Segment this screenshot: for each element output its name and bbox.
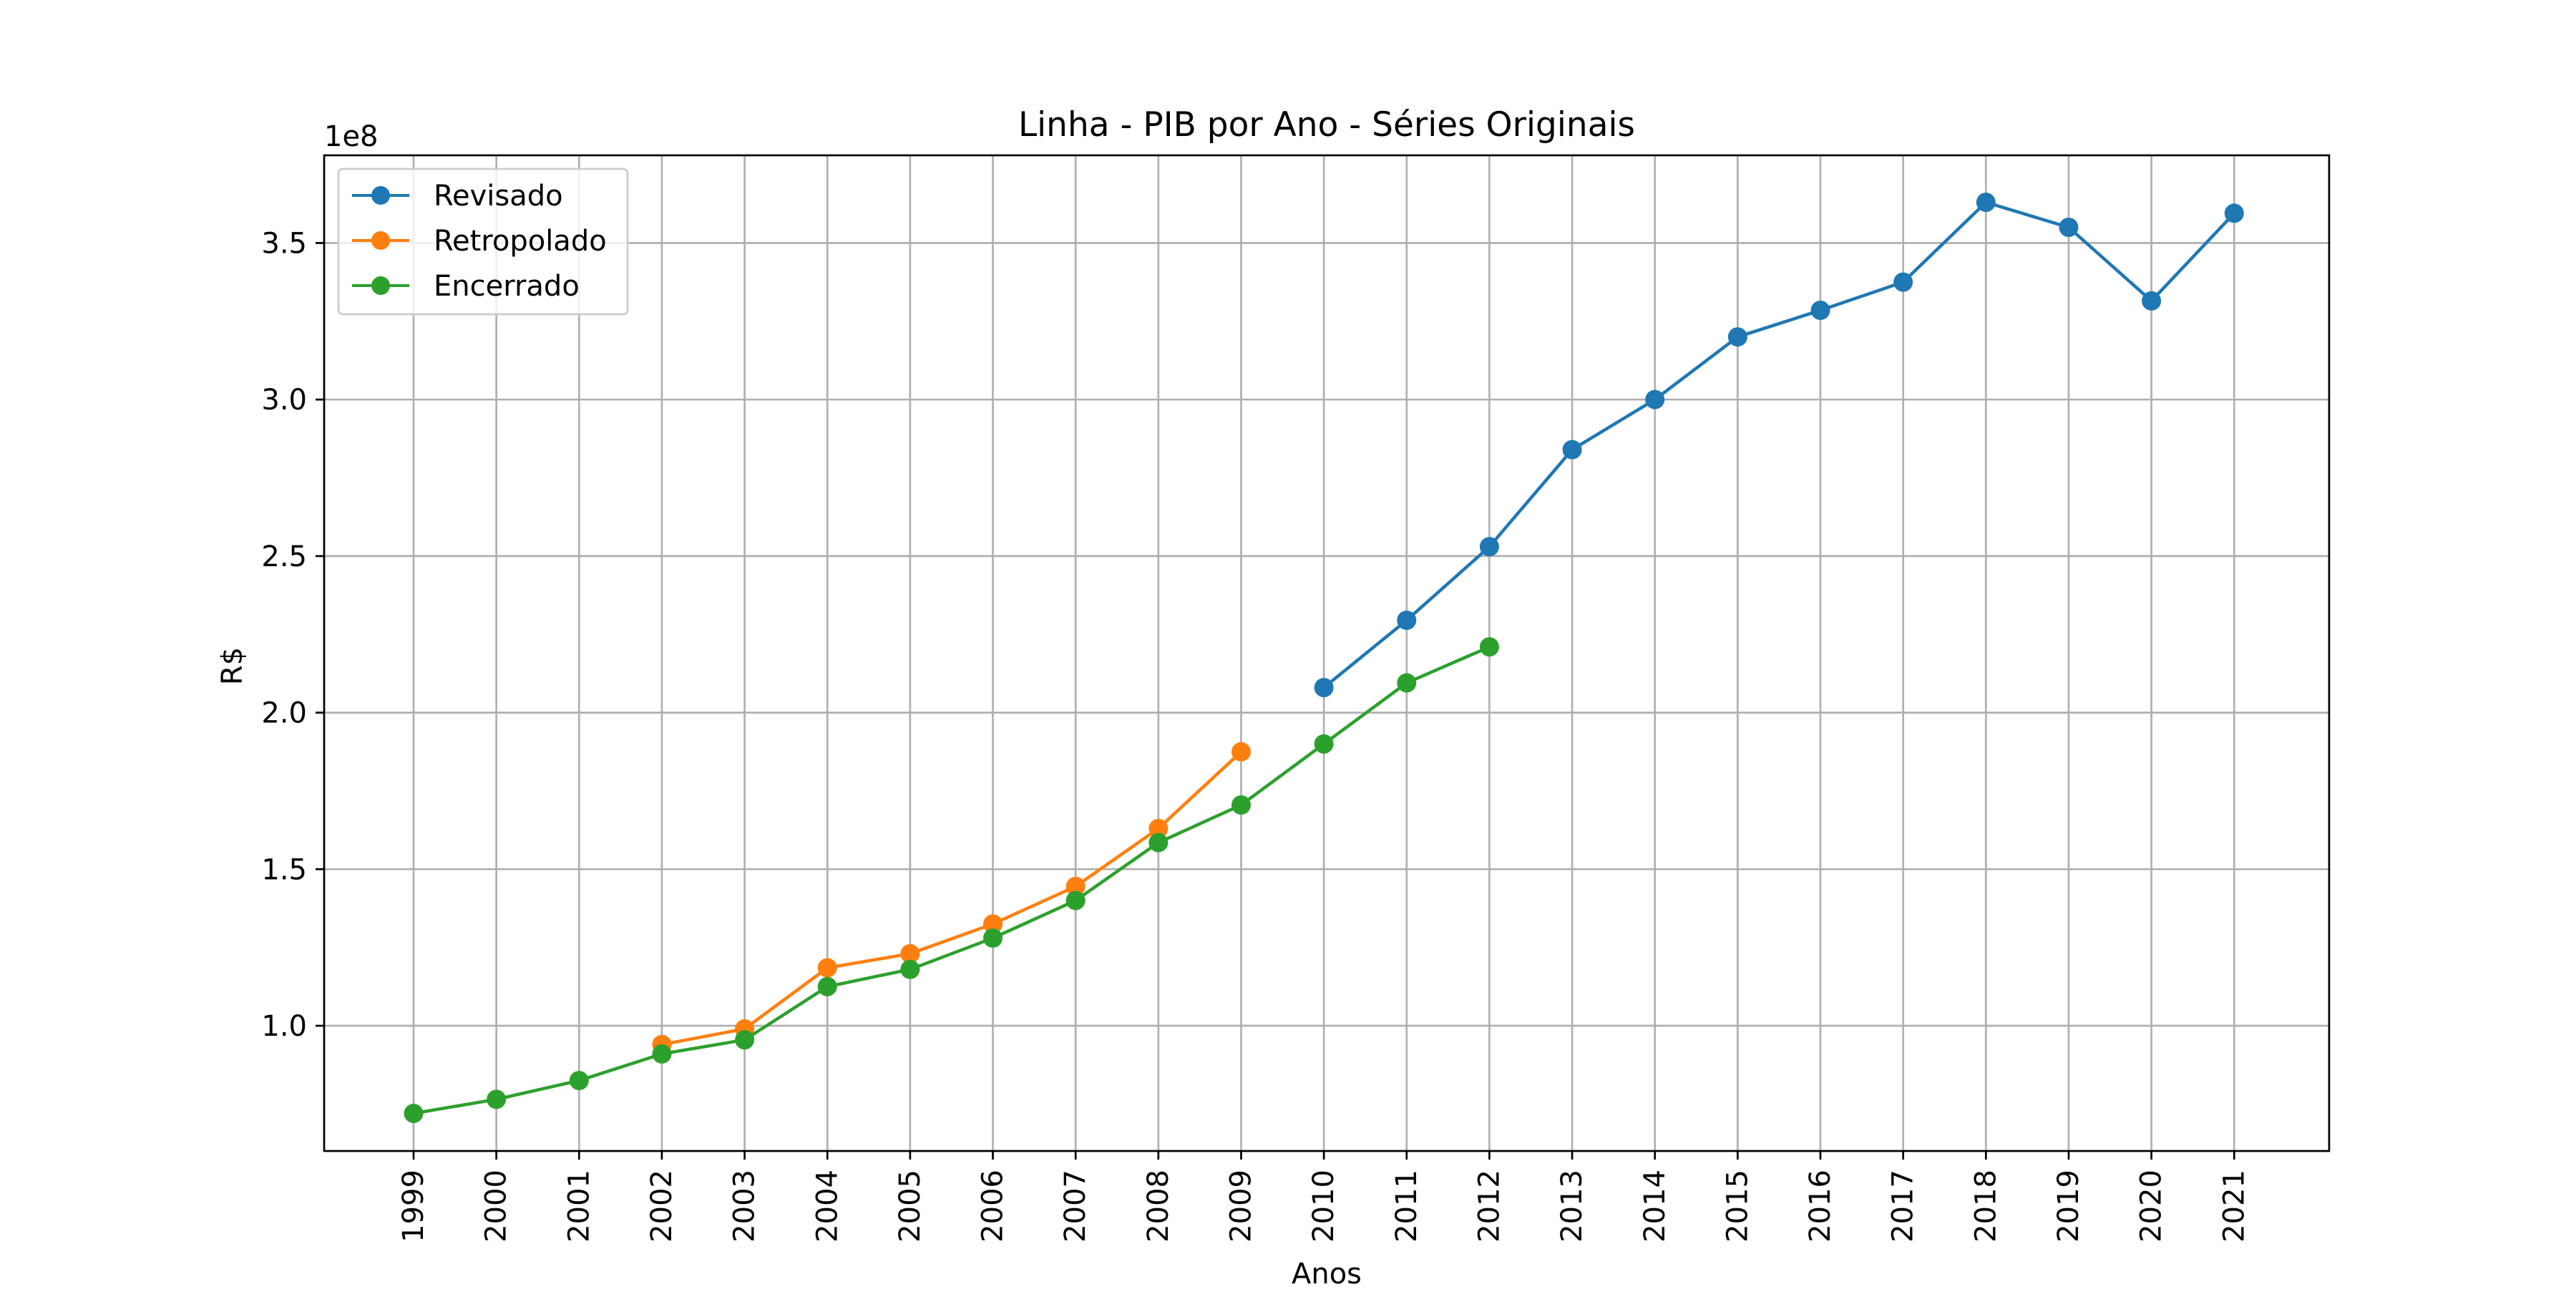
point-encerrado-1999 [404,1104,424,1124]
legend-label-encerrado: Encerrado [434,270,580,303]
point-encerrado-2012 [1479,637,1499,657]
legend-entry-retropolado: Retropolado [352,225,607,258]
point-revisado-2021 [2224,203,2244,223]
point-revisado-2012 [1479,537,1499,557]
y-axis-offset-label: 1e8 [324,120,379,153]
x-tick-label-2015: 2015 [1721,1170,1754,1243]
x-tick-label-2003: 2003 [728,1170,761,1243]
x-tick-label-2010: 2010 [1307,1170,1340,1243]
point-revisado-2015 [1727,327,1747,347]
x-tick-label-2013: 2013 [1556,1170,1589,1243]
point-revisado-2019 [2059,218,2079,238]
series-retropolado [652,742,1251,1054]
series-line-retropolado [661,750,1243,1046]
x-tick-label-2019: 2019 [2052,1170,2085,1243]
legend-marker-encerrado [371,276,390,295]
grid-layer [324,155,2329,1151]
point-retropolado-2009 [1231,742,1251,762]
x-axis-label: Anos [1292,1258,1362,1288]
point-encerrado-2004 [817,976,837,996]
point-encerrado-2007 [1065,890,1085,910]
legend-box [337,167,629,316]
point-revisado-2010 [1314,678,1334,698]
point-encerrado-2010 [1314,734,1334,754]
x-tick-label-2016: 2016 [1804,1170,1837,1243]
y-tick-label-1: 1.5 [261,853,307,886]
x-tick-label-2004: 2004 [811,1170,844,1243]
y-tick-label-4: 3.0 [261,384,307,417]
x-tick-label-2000: 2000 [480,1170,513,1243]
point-retropolado-2004 [817,958,837,978]
point-retropolado-2007 [1065,876,1085,896]
point-encerrado-2003 [735,1030,755,1050]
point-encerrado-2011 [1397,673,1417,693]
point-revisado-2020 [2142,291,2162,311]
legend-marker-retropolado [371,231,390,250]
point-revisado-2011 [1397,611,1417,631]
x-tick-label-2014: 2014 [1639,1170,1672,1243]
legend-marker-revisado [371,186,390,205]
y-axis-label: R$ [216,647,249,685]
x-tick-label-2009: 2009 [1225,1170,1258,1243]
series-layer [404,193,2244,1124]
tick-layer: 1999 2000 2001 2002 2003 2004 2005 2006 2007 2008… [261,227,2250,1242]
legend-entry-encerrado: Encerrado [352,270,580,303]
point-encerrado-2008 [1148,832,1169,853]
point-encerrado-2009 [1231,795,1251,815]
y-tick-label-5: 3.5 [261,227,307,260]
point-encerrado-2006 [983,928,1003,948]
x-tick-label-2021: 2021 [2218,1170,2250,1243]
point-revisado-2013 [1562,439,1582,460]
y-tick-label-2: 2.0 [261,697,307,730]
x-tick-label-2001: 2001 [562,1170,595,1243]
point-revisado-2016 [1810,301,1830,321]
chart-title: Linha - PIB por Ano - Séries Originais [1018,105,1635,145]
plot-frame [323,154,2331,1152]
y-tick-label-0: 1.0 [261,1010,307,1043]
point-encerrado-2001 [569,1071,589,1091]
y-tick-label-3: 2.5 [261,540,307,573]
point-retropolado-2005 [900,943,920,963]
x-tick-label-2018: 2018 [1969,1170,2002,1243]
x-tick-label-2008: 2008 [1142,1170,1175,1243]
series-line-encerrado [413,645,1491,1115]
series-encerrado [404,637,1499,1124]
legend-label-revisado: Revisado [434,180,563,213]
legend: Revisado Retropolado Encerrado [337,167,629,316]
x-tick-label-2006: 2006 [977,1170,1010,1243]
series-line-revisado [1322,200,2235,689]
x-tick-label-2005: 2005 [894,1170,927,1243]
x-tick-label-2017: 2017 [1887,1170,1920,1243]
point-encerrado-2002 [652,1044,672,1064]
series-revisado [1314,193,2244,698]
point-retropolado-2008 [1148,818,1169,838]
point-retropolado-2006 [983,914,1003,934]
point-revisado-2017 [1893,272,1913,292]
x-tick-label-2020: 2020 [2135,1170,2168,1243]
point-encerrado-2005 [900,959,920,979]
legend-label-retropolado: Retropolado [434,225,607,258]
x-tick-label-2007: 2007 [1059,1170,1092,1243]
x-tick-label-2011: 2011 [1390,1170,1423,1243]
point-revisado-2014 [1645,389,1665,409]
point-encerrado-2000 [487,1089,507,1109]
x-tick-label-2012: 2012 [1473,1170,1506,1243]
x-tick-label-1999: 1999 [397,1170,430,1243]
legend-entry-revisado: Revisado [352,180,563,213]
point-revisado-2018 [1976,193,1996,213]
x-tick-label-2002: 2002 [645,1170,678,1243]
